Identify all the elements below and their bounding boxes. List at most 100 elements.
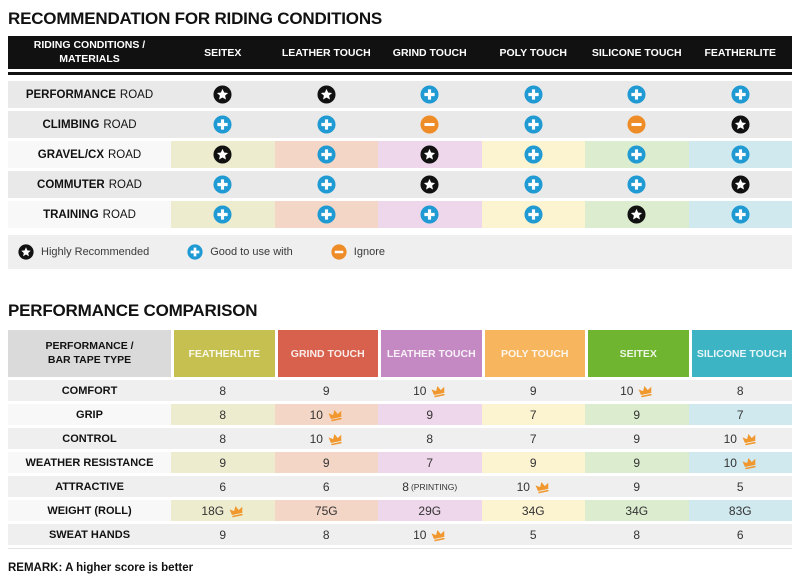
crown-icon	[328, 409, 342, 421]
rating-cell	[585, 81, 689, 108]
row-label: PERFORMANCE ROAD	[8, 81, 171, 108]
performance-comparison-table: PERFORMANCE / BAR TAPE TYPE FEATHERLITE G…	[8, 330, 792, 549]
score-value: 9	[322, 455, 330, 470]
score-value: 9	[633, 479, 641, 494]
score-cell: 7	[688, 404, 792, 425]
score-cell: 8	[171, 428, 275, 449]
remark-text: REMARK: A higher score is better	[8, 562, 194, 574]
plus-icon	[524, 175, 543, 194]
score-cell: 5	[482, 524, 586, 545]
rating-cell	[585, 201, 689, 228]
score-value: 6	[322, 479, 330, 494]
plus-icon	[524, 115, 543, 134]
column-header-silicone-touch: SILICONE TOUCH	[591, 46, 682, 59]
rating-cell	[274, 201, 378, 228]
header-label-line2: BAR TAPE TYPE	[47, 353, 132, 366]
table-row-performance: PERFORMANCE ROAD	[8, 81, 792, 108]
score-value: 8	[219, 431, 227, 446]
star-icon	[420, 145, 439, 164]
score-value: 10	[723, 455, 737, 470]
score-value: 10	[413, 383, 427, 398]
score-cell: 6	[171, 476, 275, 497]
plus-icon	[627, 85, 646, 104]
header-label-line2: MATERIALS	[59, 52, 120, 65]
legend-item-good-to-use-with: Good to use with	[187, 244, 293, 260]
table-row-gravel-cx: GRAVEL/CX ROAD	[8, 141, 792, 168]
score-cell: 10	[689, 428, 793, 449]
riding-conditions-title: RECOMMENDATION FOR RIDING CONDITIONS	[8, 9, 383, 28]
table-row-training: TRAINING ROAD	[8, 201, 792, 228]
score-value: 6	[219, 479, 227, 494]
score-value: 8	[633, 527, 641, 542]
plus-icon	[420, 205, 439, 224]
icon-legend: Highly Recommended Good to use with Ignore	[8, 235, 792, 269]
star-icon	[213, 145, 232, 164]
crown-icon	[328, 433, 342, 445]
row-label-suffix: ROAD	[108, 178, 142, 191]
score-value: 8	[219, 383, 227, 398]
rating-cell	[688, 141, 792, 168]
performance-rows: COMFORT 8 9 10 9 10 8 GRIP 8 10 9 7 9 7 CONTROL 8 10 8 7 9 1…	[8, 380, 792, 545]
rating-cell	[482, 171, 586, 198]
score-value: 9	[529, 383, 537, 398]
score-value: 9	[529, 455, 537, 470]
riding-conditions-table: RIDING CONDITIONS / MATERIALS SEITEX LEAT…	[8, 36, 792, 228]
score-cell: 9	[585, 428, 689, 449]
rating-cell	[171, 111, 275, 138]
plus-icon	[317, 145, 336, 164]
column-header-featherlite: FEATHERLITE	[171, 330, 275, 377]
rating-cell	[171, 171, 275, 198]
row-label-strong: GRAVEL/CX	[37, 148, 104, 161]
rating-cell	[275, 171, 379, 198]
score-value: 10	[516, 479, 530, 494]
score-cell: 6	[689, 524, 793, 545]
score-cell: 9	[585, 476, 689, 497]
column-header-seitex: SEITEX	[204, 46, 242, 59]
row-label-strong: PERFORMANCE	[25, 88, 116, 101]
score-value: 7	[529, 407, 537, 422]
header-label-line1: RIDING CONDITIONS /	[33, 39, 146, 52]
row-label-suffix: ROAD	[119, 88, 154, 101]
score-cell: 7	[481, 404, 585, 425]
plus-icon	[213, 115, 232, 134]
score-cell: 8	[171, 380, 275, 401]
column-header-poly-touch: POLY TOUCH	[499, 46, 568, 59]
score-value: 9	[633, 407, 641, 422]
minus-icon	[331, 244, 347, 260]
row-label-suffix: ROAD	[108, 148, 142, 161]
star-icon	[627, 205, 646, 224]
rating-cell	[481, 201, 585, 228]
score-cell: 9	[378, 404, 482, 425]
rating-cell	[378, 111, 482, 138]
row-label: GRAVEL/CX ROAD	[8, 141, 171, 168]
rating-cell	[689, 171, 793, 198]
rating-cell	[482, 111, 586, 138]
score-value: 9	[322, 383, 330, 398]
star-icon	[731, 115, 750, 134]
rating-cell	[481, 141, 585, 168]
score-value: 8	[736, 383, 744, 398]
plus-icon	[317, 175, 336, 194]
riding-conditions-header-row: RIDING CONDITIONS / MATERIALS SEITEX LEAT…	[8, 36, 792, 69]
score-cell: 9	[481, 452, 585, 473]
score-value: 8	[322, 527, 330, 542]
score-cell: 8	[585, 524, 689, 545]
plus-icon	[524, 85, 543, 104]
score-cell: 8 (PRINTING)	[378, 476, 482, 497]
score-value: 34G	[521, 503, 545, 518]
score-cell: 6	[275, 476, 379, 497]
score-cell: 9	[482, 380, 586, 401]
star-icon	[420, 175, 439, 194]
rating-cell	[171, 201, 275, 228]
rating-cell	[378, 81, 482, 108]
crown-icon	[742, 433, 756, 445]
score-cell: 10	[274, 404, 378, 425]
crown-icon	[229, 505, 243, 517]
table-row-climbing: CLIMBING ROAD	[8, 111, 792, 138]
plus-icon	[731, 145, 750, 164]
score-value: 5	[736, 479, 744, 494]
legend-item-ignore: Ignore	[331, 244, 385, 260]
row-label: WEIGHT (ROLL)	[8, 500, 171, 521]
score-cell: 9	[171, 452, 275, 473]
crown-icon	[742, 457, 756, 469]
